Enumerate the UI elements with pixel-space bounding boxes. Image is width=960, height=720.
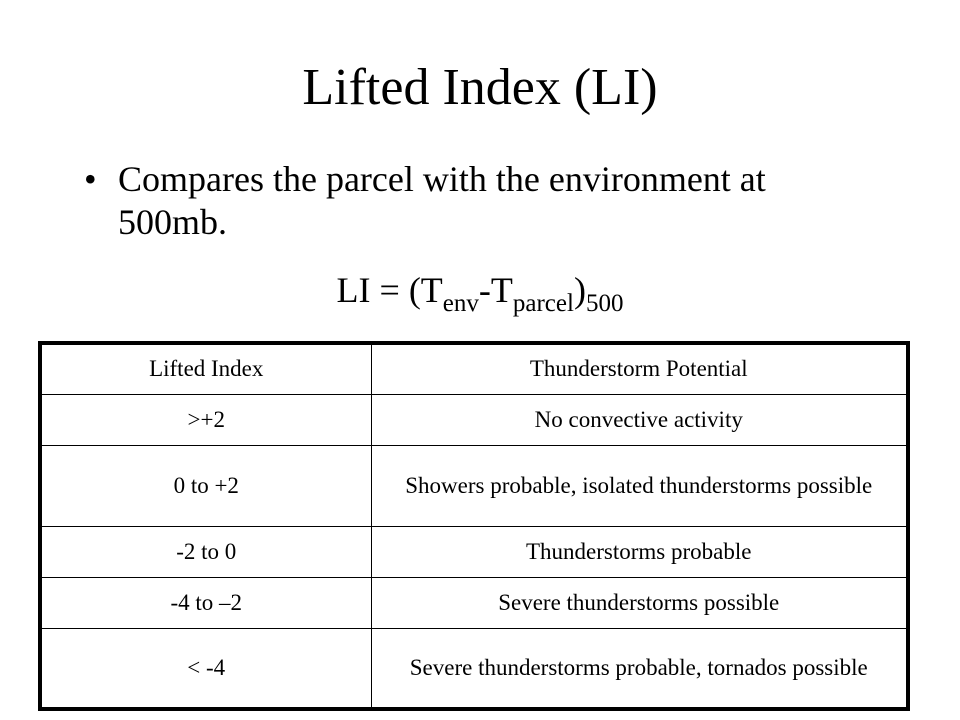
- bullet-marker: •: [84, 159, 97, 199]
- thunderstorm-potential-cell: Severe thunderstorms possible: [370, 576, 909, 629]
- table-row: 0 to +2 Showers probable, isolated thund…: [39, 444, 909, 527]
- formula-close: ): [573, 270, 586, 310]
- formula-sub-level: 500: [585, 290, 624, 317]
- header-cell-lifted-index: Lifted Index: [39, 342, 372, 395]
- lifted-index-table: Lifted Index Thunderstorm Potential >+2 …: [38, 341, 910, 711]
- lifted-index-cell: >+2: [39, 393, 372, 446]
- lifted-index-cell: -4 to –2: [39, 576, 372, 629]
- lifted-index-cell: -2 to 0: [39, 525, 372, 578]
- formula-prefix: LI = (T: [336, 270, 443, 310]
- table-header-row: Lifted Index Thunderstorm Potential: [39, 342, 909, 395]
- thunderstorm-potential-cell: Thunderstorms probable: [370, 525, 909, 578]
- thunderstorm-potential-cell: Severe thunderstorms probable, tornados …: [370, 627, 909, 710]
- lifted-index-cell: < -4: [39, 627, 372, 710]
- bullet-text: Compares the parcel with the environment…: [118, 159, 766, 242]
- bullet-point: • Compares the parcel with the environme…: [84, 158, 864, 244]
- li-formula: LI = (Tenv-Tparcel)500: [0, 268, 960, 316]
- header-cell-thunderstorm-potential: Thunderstorm Potential: [370, 342, 909, 395]
- table-row: -2 to 0 Thunderstorms probable: [39, 525, 909, 578]
- thunderstorm-potential-cell: No convective activity: [370, 393, 909, 446]
- formula-sub-parcel: parcel: [512, 290, 574, 317]
- formula-minus: -T: [478, 270, 513, 310]
- table-row: -4 to –2 Severe thunderstorms possible: [39, 576, 909, 629]
- table-row: < -4 Severe thunderstorms probable, torn…: [39, 627, 909, 710]
- table-row: >+2 No convective activity: [39, 393, 909, 446]
- thunderstorm-potential-cell: Showers probable, isolated thunderstorms…: [370, 444, 909, 527]
- lifted-index-cell: 0 to +2: [39, 444, 372, 527]
- formula-sub-env: env: [442, 290, 479, 317]
- slide-title: Lifted Index (LI): [302, 59, 658, 116]
